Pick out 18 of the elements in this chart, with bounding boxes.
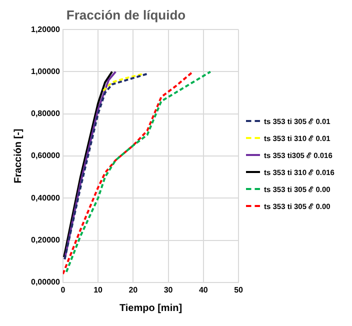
chart-title: Fracción de líquido xyxy=(66,7,186,22)
y-tick-label: 0,20000 xyxy=(30,235,60,244)
y-tick-label: 0,60000 xyxy=(30,151,60,160)
y-tick-label: 1,00000 xyxy=(30,66,60,76)
y-tick-label: 0,80000 xyxy=(30,109,60,118)
y-tick-label: 0,00000 xyxy=(30,278,60,287)
x-tick-label: 30 xyxy=(164,285,174,294)
x-tick-label: 50 xyxy=(234,285,244,294)
x-tick-label: 0 xyxy=(60,285,66,294)
x-tick-label: 10 xyxy=(94,285,104,294)
y-tick-label: 0,40000 xyxy=(30,193,60,202)
y-axis-title: Fracción [-] xyxy=(12,128,24,184)
line-series xyxy=(102,72,145,92)
line-series xyxy=(64,72,148,260)
x-tick-label: 40 xyxy=(198,285,208,294)
x-tick-label: 20 xyxy=(128,285,138,294)
y-tick-label: 1,20000 xyxy=(30,24,60,34)
x-axis-title: Tiempo [min] xyxy=(119,302,182,314)
